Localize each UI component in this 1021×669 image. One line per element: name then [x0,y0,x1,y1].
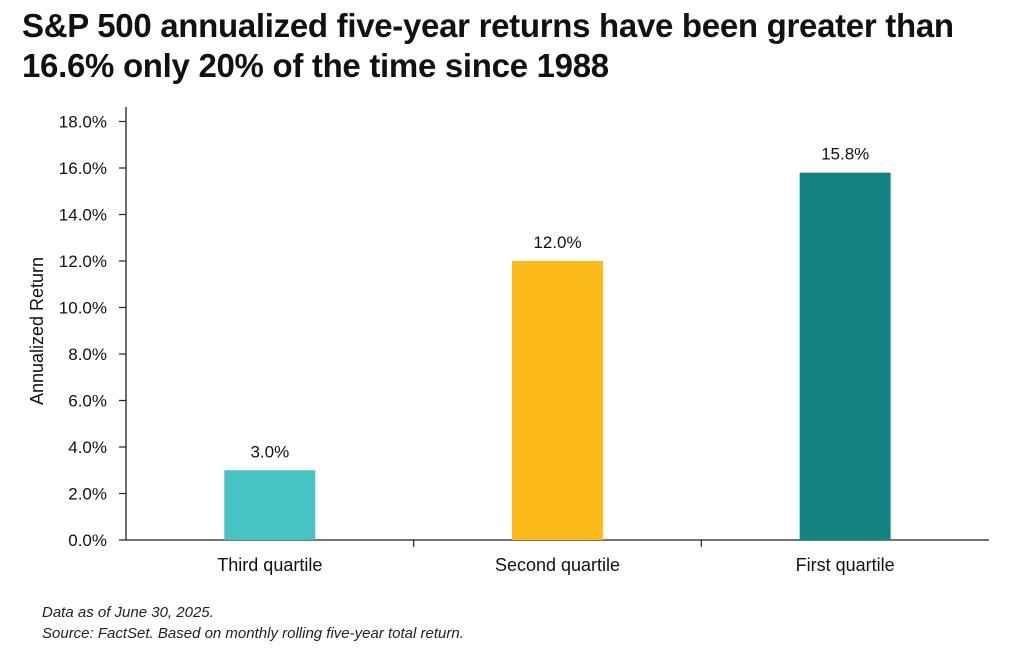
x-category-label: First quartile [796,555,895,575]
y-tick-label: 6.0% [68,392,107,411]
bar [799,172,891,540]
x-category-label: Third quartile [217,555,322,575]
data-date-note: Data as of June 30, 2025. [42,604,214,621]
bar-value-label: 3.0% [250,442,289,461]
bar [512,261,603,540]
y-tick-label: 2.0% [68,485,107,504]
chart-title: S&P 500 annualized five-year returns hav… [22,7,954,84]
bar [224,470,316,540]
y-tick-label: 14.0% [59,206,107,225]
y-axis-label: Annualized Return [27,257,47,405]
y-tick-label: 18.0% [59,113,107,132]
y-tick-label: 8.0% [68,345,107,364]
y-tick-label: 4.0% [68,438,107,457]
bar-value-label: 12.0% [533,233,581,252]
x-category-label: Second quartile [495,555,620,575]
source-note: Source: FactSet. Based on monthly rollin… [42,625,464,642]
bar-value-label: 15.8% [821,145,869,164]
y-tick-label: 16.0% [59,159,107,178]
y-tick-label: 12.0% [59,252,107,271]
y-tick-label: 0.0% [68,531,107,550]
chart-notes: Data as of June 30, 2025. Source: FactSe… [42,602,464,644]
y-tick-label: 10.0% [59,299,107,318]
